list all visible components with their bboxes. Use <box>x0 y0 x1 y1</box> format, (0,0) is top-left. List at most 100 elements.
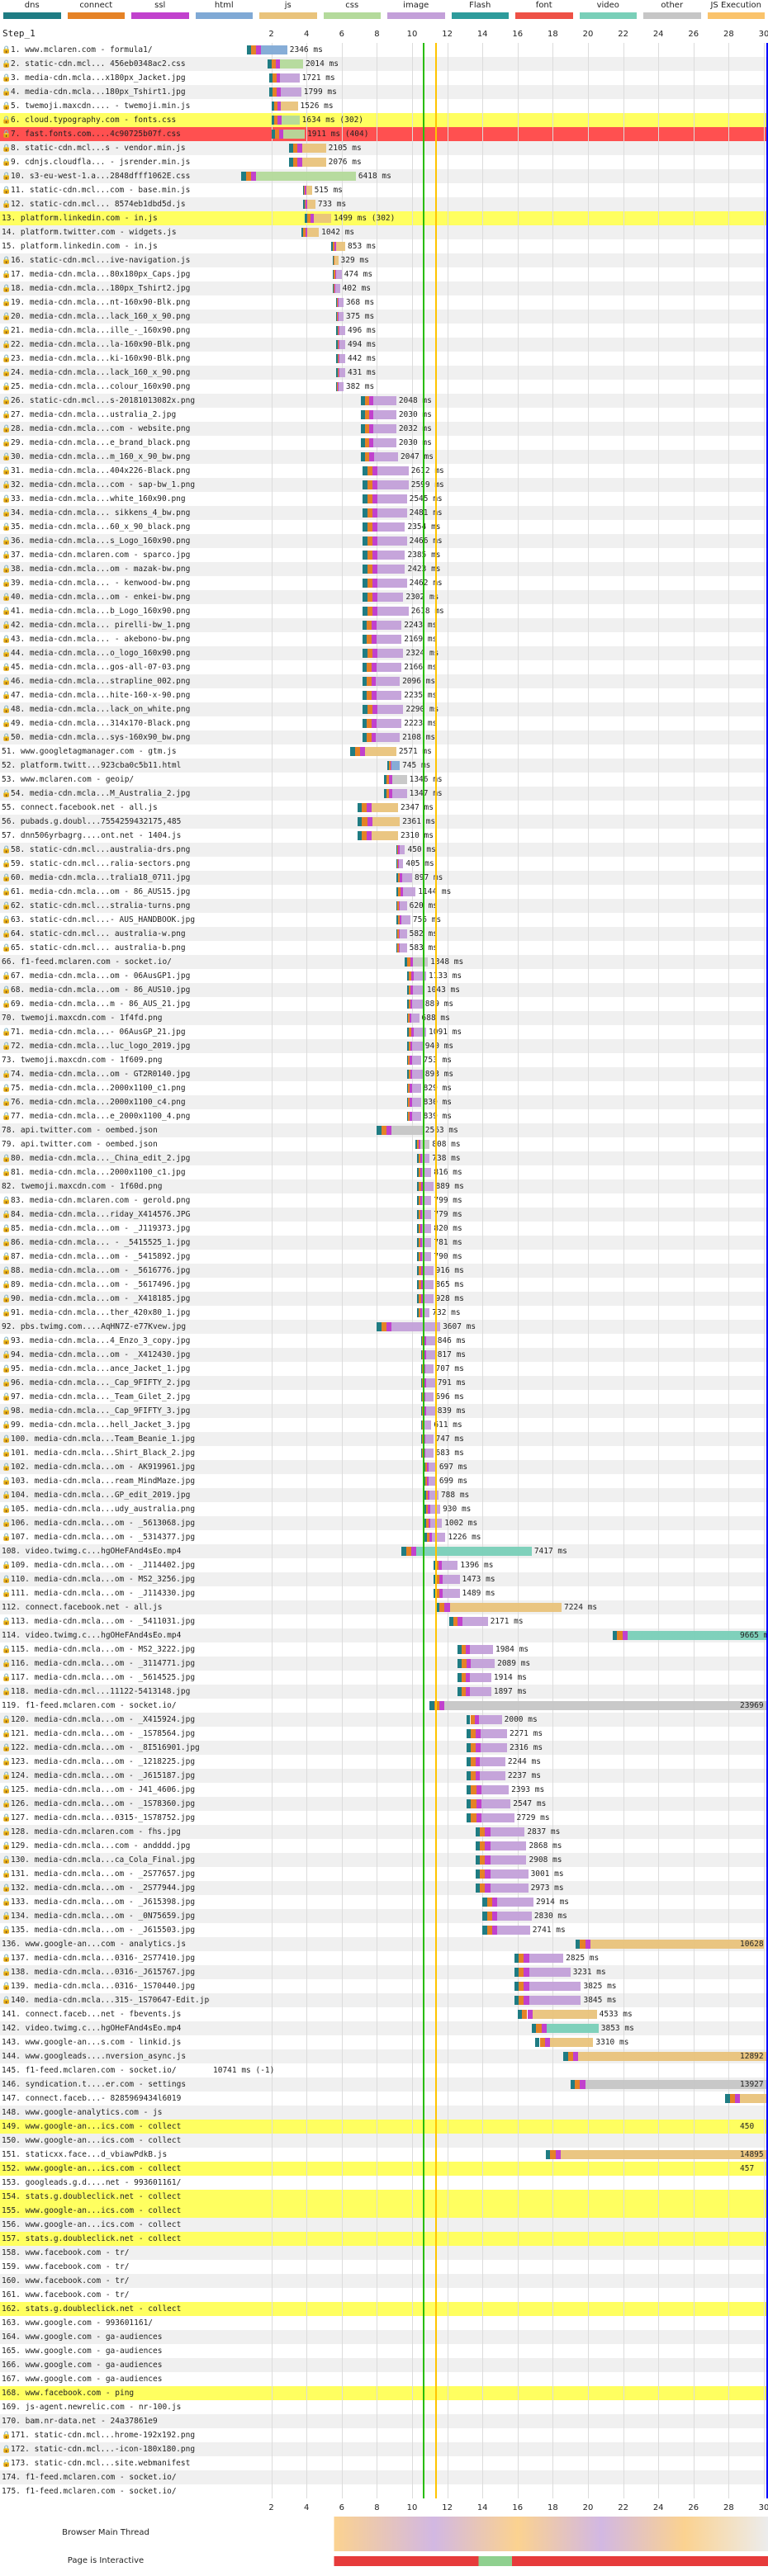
request-label[interactable]: 🔒132. media-cdn.mcla...om - _2S77944.jpg <box>2 1881 210 1895</box>
table-row[interactable] <box>0 899 768 913</box>
request-label[interactable]: 🔒36. media-cdn.mcla...s_Logo_160x90.png <box>2 534 210 548</box>
table-row[interactable] <box>0 941 768 955</box>
table-row[interactable] <box>0 1222 768 1236</box>
table-row[interactable] <box>0 1039 768 1053</box>
request-bar[interactable] <box>339 298 344 307</box>
table-row[interactable] <box>0 871 768 885</box>
request-bar[interactable] <box>490 1884 529 1893</box>
request-label[interactable]: 🔒38. media-cdn.mcla...om - mazak-bw.png <box>2 562 210 576</box>
table-row[interactable] <box>0 1741 768 1755</box>
request-bar[interactable] <box>497 1898 533 1907</box>
request-bar[interactable] <box>282 130 306 139</box>
request-bar[interactable] <box>376 677 401 686</box>
request-bar[interactable] <box>281 116 300 125</box>
request-label[interactable]: 🔒58. static-cdn.mcl...australia-drs.png <box>2 843 210 857</box>
table-row[interactable] <box>0 1067 768 1081</box>
request-bar[interactable] <box>422 1196 432 1205</box>
table-row[interactable] <box>0 2190 768 2204</box>
request-bar[interactable] <box>424 1435 434 1444</box>
request-label[interactable]: 148. www.google-analytics.com - js <box>2 2106 210 2120</box>
request-label[interactable]: 157. stats.g.doubleclick.net - collect <box>2 2232 210 2246</box>
request-label[interactable]: 🔒129. media-cdn.mcla...com - andddd.jpg <box>2 1839 210 1853</box>
table-row[interactable] <box>0 197 768 211</box>
request-bar[interactable] <box>339 382 344 391</box>
table-row[interactable] <box>0 2204 768 2218</box>
table-row[interactable] <box>0 1558 768 1572</box>
request-label[interactable]: 🔒41. media-cdn.mcla...b_Logo_160x90.png <box>2 604 210 618</box>
request-bar[interactable] <box>627 1631 768 1640</box>
table-row[interactable] <box>0 1236 768 1250</box>
request-label[interactable]: 🔒95. media-cdn.mcla...ance_Jacket_1.jpg <box>2 1362 210 1376</box>
request-label[interactable]: 🔒65. static-cdn.mcl... australia-b.png <box>2 941 210 955</box>
table-row[interactable] <box>0 2288 768 2302</box>
request-label[interactable]: 163. www.google.com - 993601161/ <box>2 2316 210 2330</box>
request-label[interactable]: 🔒67. media-cdn.mcla...om - 06AusGP1.jpg <box>2 969 210 983</box>
request-bar[interactable] <box>335 242 346 251</box>
request-label[interactable]: 🔒18. media-cdn.mcla...180px_Tshirt2.jpg <box>2 281 210 295</box>
request-bar[interactable] <box>339 368 346 377</box>
table-row[interactable] <box>0 127 768 141</box>
request-label[interactable]: 🔒8. static-cdn.mcl...s - vendor.min.js <box>2 141 210 155</box>
request-bar[interactable] <box>412 1070 423 1079</box>
request-bar[interactable] <box>377 565 405 574</box>
request-label[interactable]: 🔒1. www.mclaren.com - formula1/ <box>2 43 210 57</box>
request-label[interactable]: 🔒7. fast.fonts.com....4c90725b07f.css <box>2 127 210 141</box>
request-label[interactable]: 🔒33. media-cdn.mcla...white_160x90.png <box>2 492 210 506</box>
table-row[interactable] <box>0 1965 768 1979</box>
request-label[interactable]: 144. www.googleads....nversion_async.js <box>2 2049 210 2063</box>
request-label[interactable]: 13. platform.linkedin.com - in.js <box>2 211 210 225</box>
table-row[interactable] <box>0 380 768 394</box>
request-label[interactable]: 🔒29. media-cdn.mcla...e_brand_black.png <box>2 436 210 450</box>
request-label[interactable]: 149. www.google-an...ics.com - collect <box>2 2120 210 2134</box>
request-label[interactable]: 🔒9. cdnjs.cloudfla... - jsrender.min.js <box>2 155 210 169</box>
request-label[interactable]: 🔒105. media-cdn.mcla...udy_australia.png <box>2 1502 210 1516</box>
request-label[interactable]: 🔒34. media-cdn.mcla... sikkens_4_bw.png <box>2 506 210 520</box>
table-row[interactable] <box>0 969 768 983</box>
request-bar[interactable] <box>425 1336 435 1345</box>
table-row[interactable] <box>0 1797 768 1811</box>
table-row[interactable] <box>0 338 768 352</box>
request-label[interactable]: 141. connect.faceb...net - fbevents.js <box>2 2007 210 2021</box>
request-bar[interactable] <box>377 705 404 714</box>
table-row[interactable] <box>0 2316 768 2330</box>
table-row[interactable] <box>0 366 768 380</box>
table-row[interactable] <box>0 2442 768 2456</box>
table-row[interactable] <box>0 843 768 857</box>
request-label[interactable]: 🔒81. media-cdn.mcla...2000x1100_c1.jpg <box>2 1165 210 1179</box>
request-bar[interactable] <box>469 1687 491 1696</box>
request-bar[interactable] <box>462 1617 488 1626</box>
request-label[interactable]: 156. www.google-an...ics.com - collect <box>2 2218 210 2232</box>
request-label[interactable]: 114. video.twimg.c...hgOHeFAnd4sEo.mp4 <box>2 1628 210 1642</box>
request-bar[interactable] <box>256 172 356 181</box>
request-bar[interactable] <box>365 747 396 756</box>
table-row[interactable] <box>0 2120 768 2134</box>
request-bar[interactable] <box>529 1954 564 1963</box>
request-bar[interactable] <box>471 1659 495 1668</box>
table-row[interactable] <box>0 310 768 324</box>
table-row[interactable] <box>0 1404 768 1418</box>
request-label[interactable]: 🔒75. media-cdn.mcla...2000x1100_c1.png <box>2 1081 210 1095</box>
table-row[interactable] <box>0 2386 768 2400</box>
table-row[interactable] <box>0 2063 768 2077</box>
request-label[interactable]: 🔒106. media-cdn.mcla...om - _5613068.jpg <box>2 1516 210 1530</box>
request-label[interactable]: 🔒120. media-cdn.mcla...om - _X415924.jpg <box>2 1713 210 1727</box>
request-bar[interactable] <box>339 354 346 363</box>
request-label[interactable]: 🔒86. media-cdn.mcla... - _5415525_1.jpg <box>2 1236 210 1250</box>
request-label[interactable]: 🔒93. media-cdn.mcla...4_Enzo_3_copy.jpg <box>2 1334 210 1348</box>
request-label[interactable]: 92. pbs.twimg.com....AqHN7Z-e77Kvew.jpg <box>2 1320 210 1334</box>
request-label[interactable]: 🔒137. media-cdn.mcla...0316-_2S77410.jpg <box>2 1951 210 1965</box>
request-bar[interactable] <box>372 831 398 840</box>
request-label[interactable]: 169. js-agent.newrelic.com - nr-100.js <box>2 2400 210 2414</box>
request-bar[interactable] <box>377 508 407 518</box>
request-label[interactable]: 79. api.twitter.com - oembed.json <box>2 1137 210 1151</box>
request-label[interactable]: 🔒123. media-cdn.mcla...om - _1218225.jpg <box>2 1755 210 1769</box>
table-row[interactable] <box>0 155 768 169</box>
request-label[interactable]: 155. www.google-an...ics.com - collect <box>2 2204 210 2218</box>
request-label[interactable]: 🔒47. media-cdn.mcla...hite-160-x-90.png <box>2 688 210 702</box>
request-bar[interactable] <box>391 789 407 798</box>
table-row[interactable] <box>0 2134 768 2148</box>
table-row[interactable] <box>0 1516 768 1530</box>
table-row[interactable] <box>0 1376 768 1390</box>
request-bar[interactable] <box>391 775 407 784</box>
request-bar[interactable] <box>377 494 407 503</box>
